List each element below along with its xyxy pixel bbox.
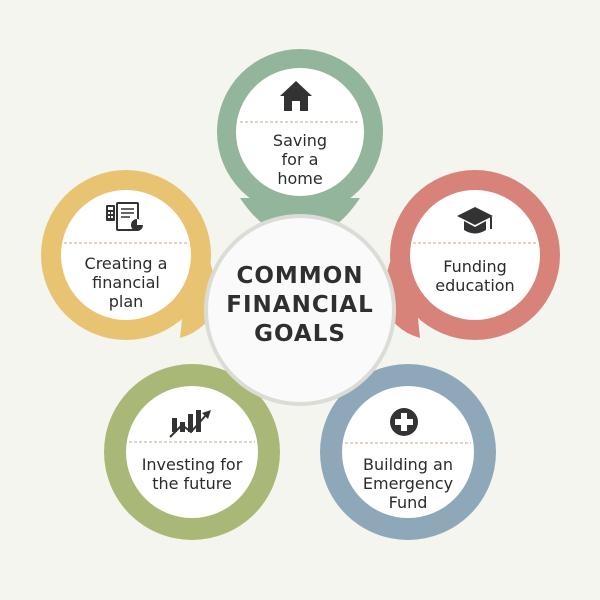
first-aid-plus-icon [390, 408, 418, 436]
goal-label-home: Saving for a home [272, 131, 328, 188]
graduation-cap-icon [457, 207, 493, 234]
growth-chart-icon [169, 410, 211, 438]
goal-petal-home [217, 49, 383, 240]
house-icon [280, 81, 312, 111]
goal-petal-education [382, 170, 560, 340]
goal-label-emergency: Building an Emergency Fund [362, 455, 454, 512]
financial-plan-icon [106, 202, 143, 231]
goal-label-education: Funding education [435, 257, 515, 295]
center-hub [204, 214, 396, 406]
diagram-title: COMMON FINANCIAL GOALS [226, 263, 374, 347]
goal-petal-investing [104, 364, 280, 540]
goal-label-investing: Investing for the future [141, 455, 243, 493]
goal-petal-plan [41, 170, 218, 340]
goal-label-plan: Creating a financial plan [84, 254, 168, 311]
